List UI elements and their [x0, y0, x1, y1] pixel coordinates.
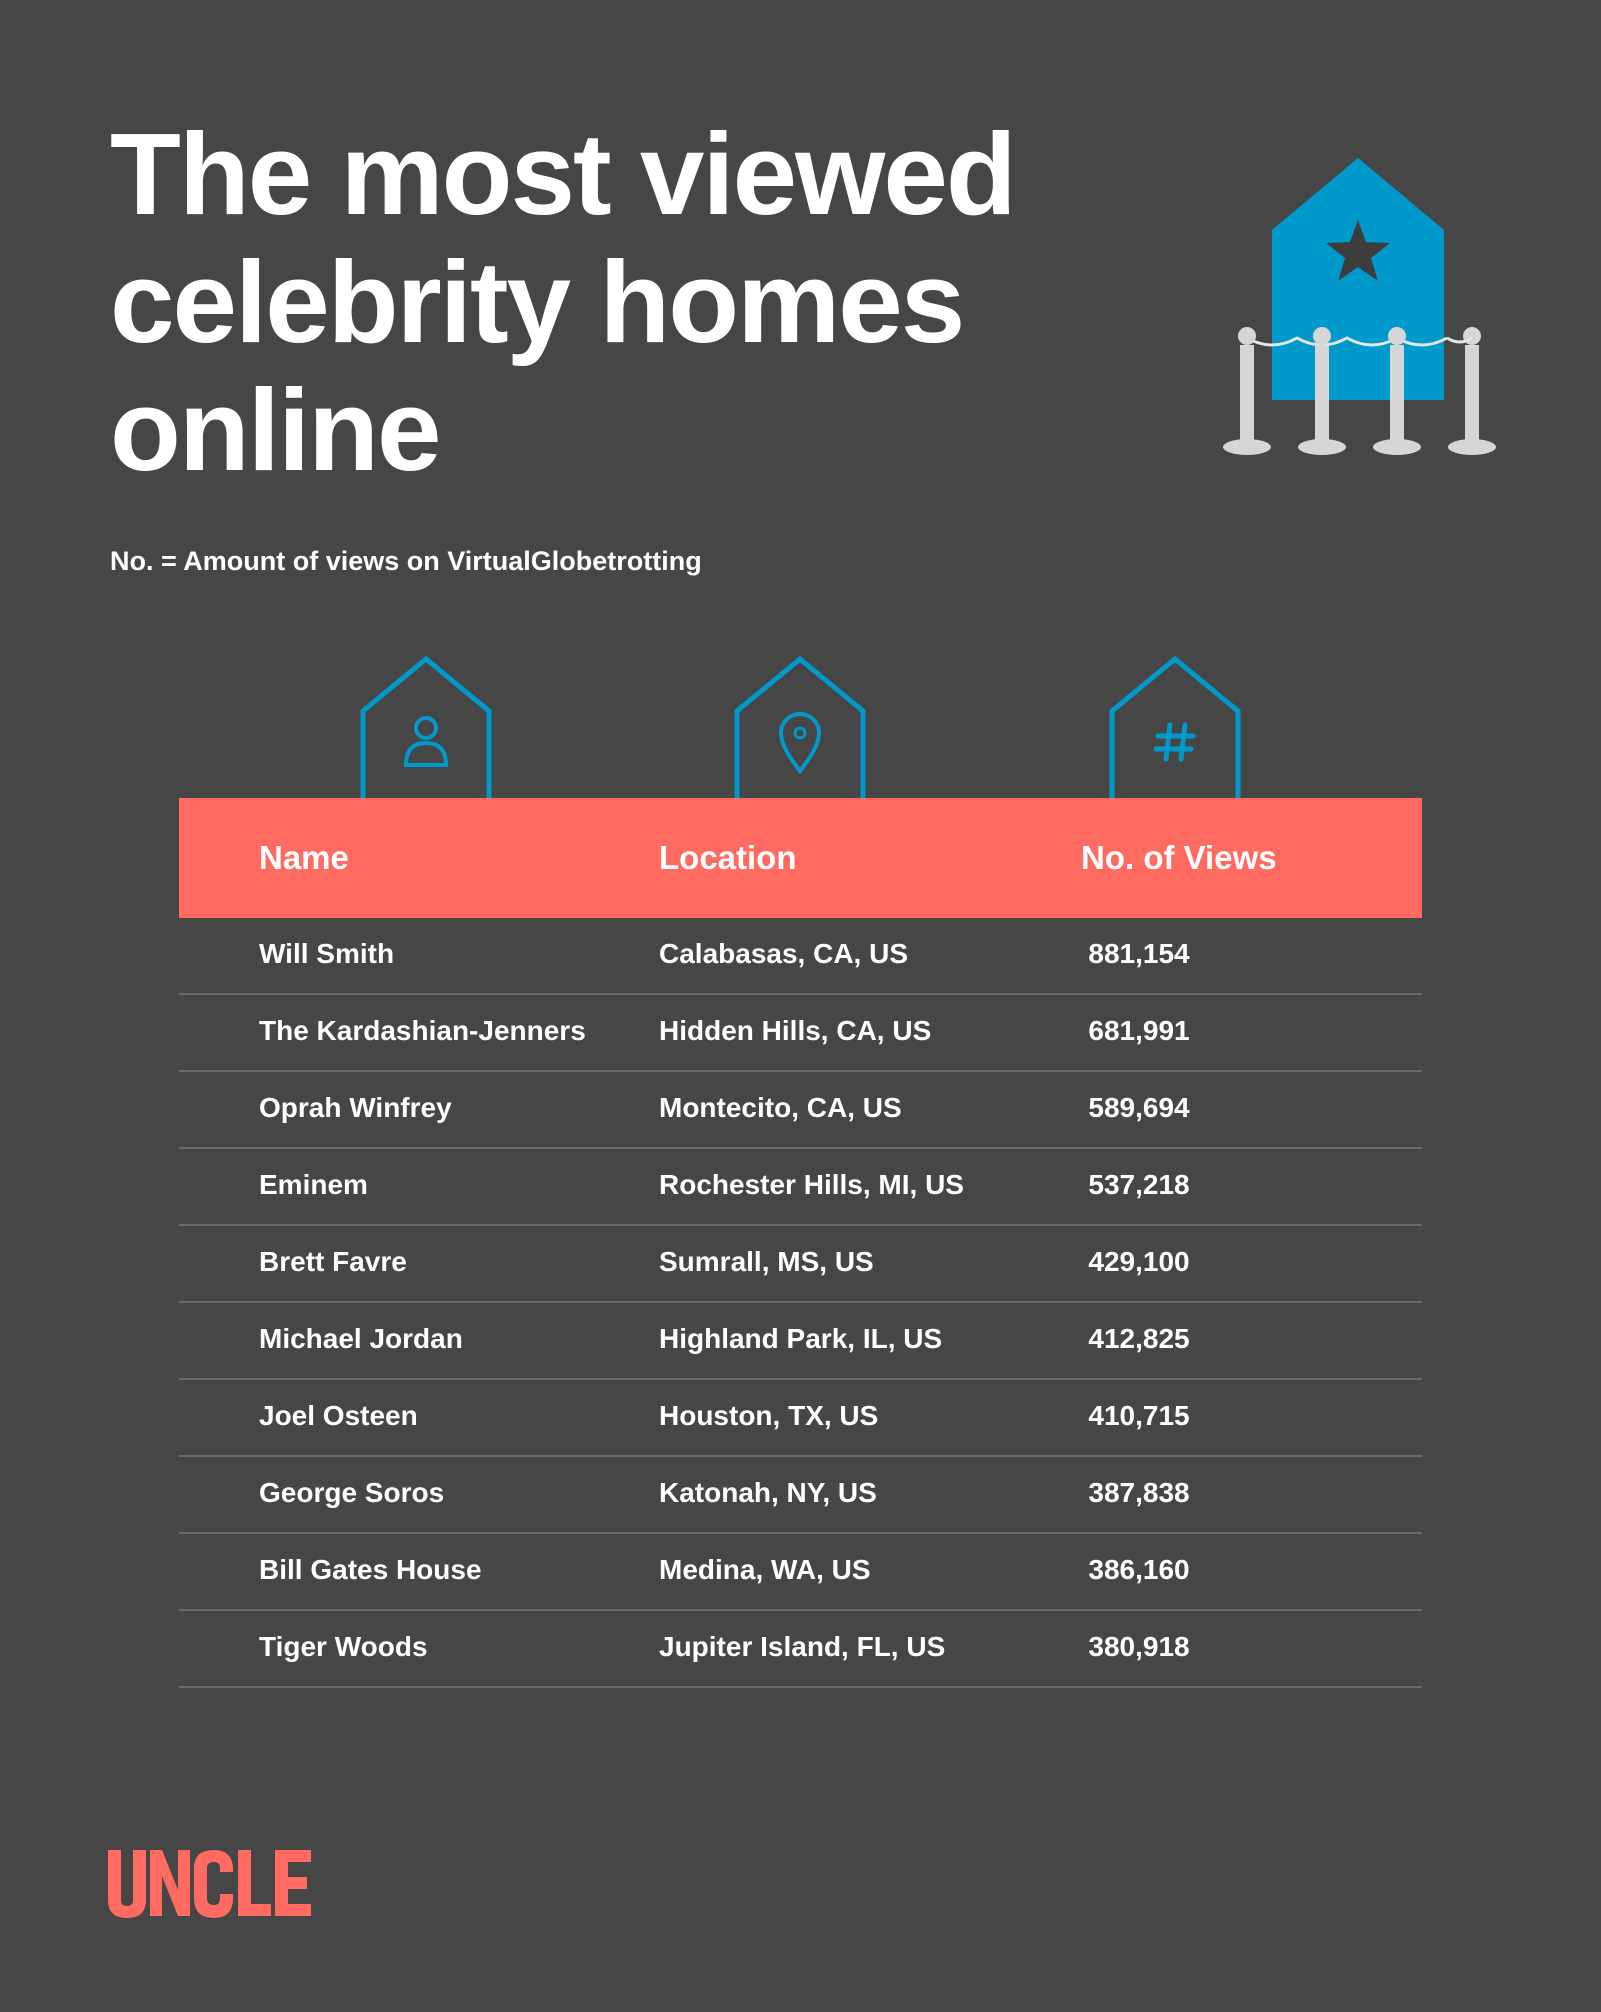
row-name: The Kardashian-Jenners — [259, 1015, 586, 1046]
row-views: 589,694 — [1088, 1092, 1190, 1123]
person-icon — [360, 655, 492, 800]
row-location: Medina, WA, US — [659, 1554, 871, 1585]
row-location: Highland Park, IL, US — [659, 1323, 943, 1354]
star-icon — [1326, 220, 1390, 281]
row-name: Brett Favre — [259, 1246, 407, 1277]
row-views: 429,100 — [1088, 1246, 1190, 1277]
row-location: Calabasas, CA, US — [659, 938, 908, 969]
row-views: 410,715 — [1088, 1400, 1190, 1431]
table-row: Tiger Woods Jupiter Island, FL, US 380,9… — [179, 1611, 1422, 1688]
row-location: Montecito, CA, US — [659, 1092, 902, 1123]
row-name: Tiger Woods — [259, 1631, 428, 1662]
header-name: Name — [259, 839, 349, 876]
title-line-2: celebrity homes — [110, 237, 965, 367]
table-row: George Soros Katonah, NY, US 387,838 — [179, 1457, 1422, 1534]
house-star-icon — [1223, 158, 1496, 455]
row-views: 412,825 — [1088, 1323, 1190, 1354]
subtitle: No. = Amount of views on VirtualGlobetro… — [110, 546, 702, 576]
row-views: 881,154 — [1088, 938, 1190, 969]
row-views: 681,991 — [1088, 1015, 1190, 1046]
row-location: Sumrall, MS, US — [659, 1246, 874, 1277]
title-line-3: online — [110, 365, 442, 495]
row-name: Michael Jordan — [259, 1323, 463, 1354]
location-pin-icon — [734, 655, 866, 800]
table-row: Eminem Rochester Hills, MI, US 537,218 — [179, 1149, 1422, 1226]
table-row: Joel Osteen Houston, TX, US 410,715 — [179, 1380, 1422, 1457]
table-row: Oprah Winfrey Montecito, CA, US 589,694 — [179, 1072, 1422, 1149]
table-row: The Kardashian-Jenners Hidden Hills, CA,… — [179, 995, 1422, 1072]
row-location: Katonah, NY, US — [659, 1477, 877, 1508]
hash-icon — [1109, 655, 1241, 800]
row-name: Will Smith — [259, 938, 395, 969]
row-views: 537,218 — [1088, 1169, 1190, 1200]
row-name: Bill Gates House — [259, 1554, 482, 1585]
page-title: The most viewed celebrity homes online — [110, 110, 1110, 494]
table-row: Brett Favre Sumrall, MS, US 429,100 — [179, 1226, 1422, 1303]
table-row: Michael Jordan Highland Park, IL, US 412… — [179, 1303, 1422, 1380]
table-row: Bill Gates House Medina, WA, US 386,160 — [179, 1534, 1422, 1611]
row-name: Eminem — [259, 1169, 368, 1200]
row-location: Rochester Hills, MI, US — [659, 1169, 964, 1200]
uncle-logo — [108, 1850, 311, 1918]
row-location: Houston, TX, US — [659, 1400, 879, 1431]
table-row: Will Smith Calabasas, CA, US 881,154 — [179, 918, 1422, 995]
row-views: 387,838 — [1088, 1477, 1190, 1508]
row-location: Jupiter Island, FL, US — [659, 1631, 946, 1662]
row-name: Joel Osteen — [259, 1400, 418, 1431]
header-views: No. of Views — [1081, 839, 1277, 876]
title-line-1: The most viewed — [110, 109, 1017, 239]
table-header: Name Location No. of Views — [179, 798, 1422, 918]
row-location: Hidden Hills, CA, US — [659, 1015, 932, 1046]
row-name: George Soros — [259, 1477, 445, 1508]
row-views: 380,918 — [1088, 1631, 1190, 1662]
celebrity-homes-table: Name Location No. of Views Will Smith Ca… — [179, 798, 1422, 1688]
stanchion-icon — [1223, 327, 1496, 455]
row-name: Oprah Winfrey — [259, 1092, 452, 1123]
header-location: Location — [659, 839, 797, 876]
row-views: 386,160 — [1088, 1554, 1190, 1585]
